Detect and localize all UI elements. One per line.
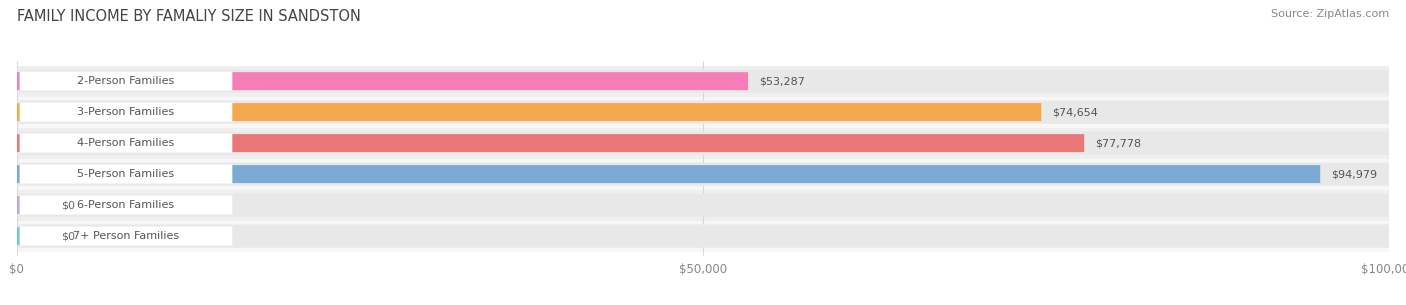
FancyBboxPatch shape — [17, 190, 1389, 221]
FancyBboxPatch shape — [17, 224, 1389, 248]
Text: FAMILY INCOME BY FAMALIY SIZE IN SANDSTON: FAMILY INCOME BY FAMALIY SIZE IN SANDSTO… — [17, 9, 361, 24]
FancyBboxPatch shape — [17, 221, 1389, 252]
Text: 7+ Person Families: 7+ Person Families — [73, 231, 179, 241]
FancyBboxPatch shape — [20, 196, 232, 215]
FancyBboxPatch shape — [17, 196, 46, 214]
Text: $74,654: $74,654 — [1052, 107, 1098, 117]
FancyBboxPatch shape — [20, 102, 232, 122]
FancyBboxPatch shape — [20, 72, 232, 91]
FancyBboxPatch shape — [20, 165, 232, 184]
FancyBboxPatch shape — [17, 193, 1389, 217]
Text: 4-Person Families: 4-Person Families — [77, 138, 174, 148]
FancyBboxPatch shape — [17, 66, 1389, 97]
Text: 5-Person Families: 5-Person Families — [77, 169, 174, 179]
Text: Source: ZipAtlas.com: Source: ZipAtlas.com — [1271, 9, 1389, 19]
Text: $77,778: $77,778 — [1095, 138, 1142, 148]
FancyBboxPatch shape — [17, 70, 1389, 93]
Text: 6-Person Families: 6-Person Families — [77, 200, 174, 210]
Text: 2-Person Families: 2-Person Families — [77, 76, 174, 86]
FancyBboxPatch shape — [17, 72, 748, 90]
Text: $53,287: $53,287 — [759, 76, 806, 86]
FancyBboxPatch shape — [20, 134, 232, 152]
Text: $0: $0 — [60, 231, 75, 241]
FancyBboxPatch shape — [17, 97, 1389, 127]
FancyBboxPatch shape — [17, 163, 1389, 186]
FancyBboxPatch shape — [17, 131, 1389, 155]
FancyBboxPatch shape — [17, 101, 1389, 124]
FancyBboxPatch shape — [17, 127, 1389, 159]
FancyBboxPatch shape — [17, 165, 1320, 183]
FancyBboxPatch shape — [17, 227, 46, 245]
FancyBboxPatch shape — [17, 159, 1389, 190]
FancyBboxPatch shape — [20, 227, 232, 246]
Text: $94,979: $94,979 — [1331, 169, 1378, 179]
Text: $0: $0 — [60, 200, 75, 210]
FancyBboxPatch shape — [17, 134, 1084, 152]
Text: 3-Person Families: 3-Person Families — [77, 107, 174, 117]
FancyBboxPatch shape — [17, 103, 1042, 121]
